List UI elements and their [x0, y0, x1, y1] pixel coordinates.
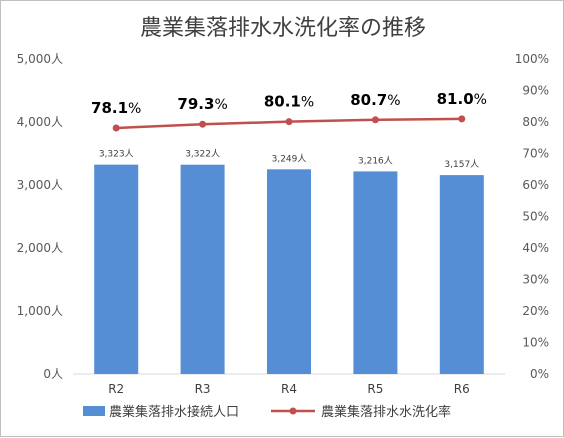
right-tick-label: 50% [522, 210, 549, 224]
rate-point [112, 124, 120, 132]
right-axis: 0% 10% 20% 30% 40% 50% 60% 70% 80% 90% 100% [515, 52, 549, 381]
right-tick-label: 10% [522, 336, 549, 350]
rate-point [199, 120, 207, 128]
bar-value-label: 3,322人 [185, 149, 220, 160]
legend-line-marker [289, 407, 297, 415]
right-tick-label: 0% [530, 367, 549, 381]
right-tick-label: 100% [515, 52, 549, 66]
rate-point [458, 115, 466, 123]
category-label: R3 [195, 382, 211, 396]
left-axis: 0人 1,000人 2,000人 3,000人 4,000人 5,000人 [17, 52, 63, 381]
bar [94, 164, 139, 374]
category-label: R6 [454, 382, 470, 396]
bar [439, 175, 484, 374]
left-tick-label: 2,000人 [17, 241, 63, 255]
rate-point [371, 116, 379, 124]
bar-value-label: 3,157人 [444, 159, 479, 170]
category-label: R5 [367, 382, 383, 396]
left-tick-label: 3,000人 [17, 178, 63, 192]
left-tick-label: 5,000人 [17, 52, 63, 66]
bar-value-label: 3,249人 [272, 153, 307, 164]
rate-value-label: 79.3% [177, 95, 227, 113]
legend: 農業集落排水接続人口 農業集落排水水洗化率 [83, 404, 451, 420]
category-label: R4 [281, 382, 297, 396]
rate-data-labels: 78.1% 79.3% 80.1% 80.7% 81.0% [91, 90, 487, 117]
rate-point [285, 118, 293, 126]
right-tick-label: 60% [522, 178, 549, 192]
bar-series [94, 164, 484, 374]
rate-value-label: 80.1% [264, 93, 314, 111]
left-tick-label: 4,000人 [17, 115, 63, 129]
right-tick-label: 20% [522, 304, 549, 318]
bar [267, 169, 311, 374]
right-tick-label: 90% [522, 84, 549, 98]
left-tick-label: 0人 [43, 367, 63, 381]
bar [180, 164, 225, 374]
right-tick-label: 40% [522, 241, 549, 255]
right-tick-label: 30% [522, 273, 549, 287]
right-tick-label: 80% [522, 115, 549, 129]
chart-title: 農業集落排水水洗化率の推移 [140, 16, 426, 41]
bar [353, 171, 398, 374]
category-label: R2 [108, 382, 124, 396]
rate-value-label: 78.1% [91, 99, 141, 117]
legend-bar-label: 農業集落排水接続人口 [109, 404, 239, 420]
line-series [112, 115, 466, 132]
right-tick-label: 70% [522, 147, 549, 161]
bar-value-label: 3,323人 [99, 149, 134, 160]
rate-value-label: 80.7% [350, 91, 400, 109]
category-labels: R2 R3 R4 R5 R6 [108, 382, 470, 396]
left-tick-label: 1,000人 [17, 304, 63, 318]
rate-value-label: 81.0% [437, 90, 487, 108]
legend-line-label: 農業集落排水水洗化率 [321, 404, 451, 420]
legend-bar-swatch [83, 406, 105, 416]
bar-value-label: 3,216人 [358, 155, 393, 166]
bar-data-labels: 3,323人 3,322人 3,249人 3,216人 3,157人 [99, 149, 479, 170]
